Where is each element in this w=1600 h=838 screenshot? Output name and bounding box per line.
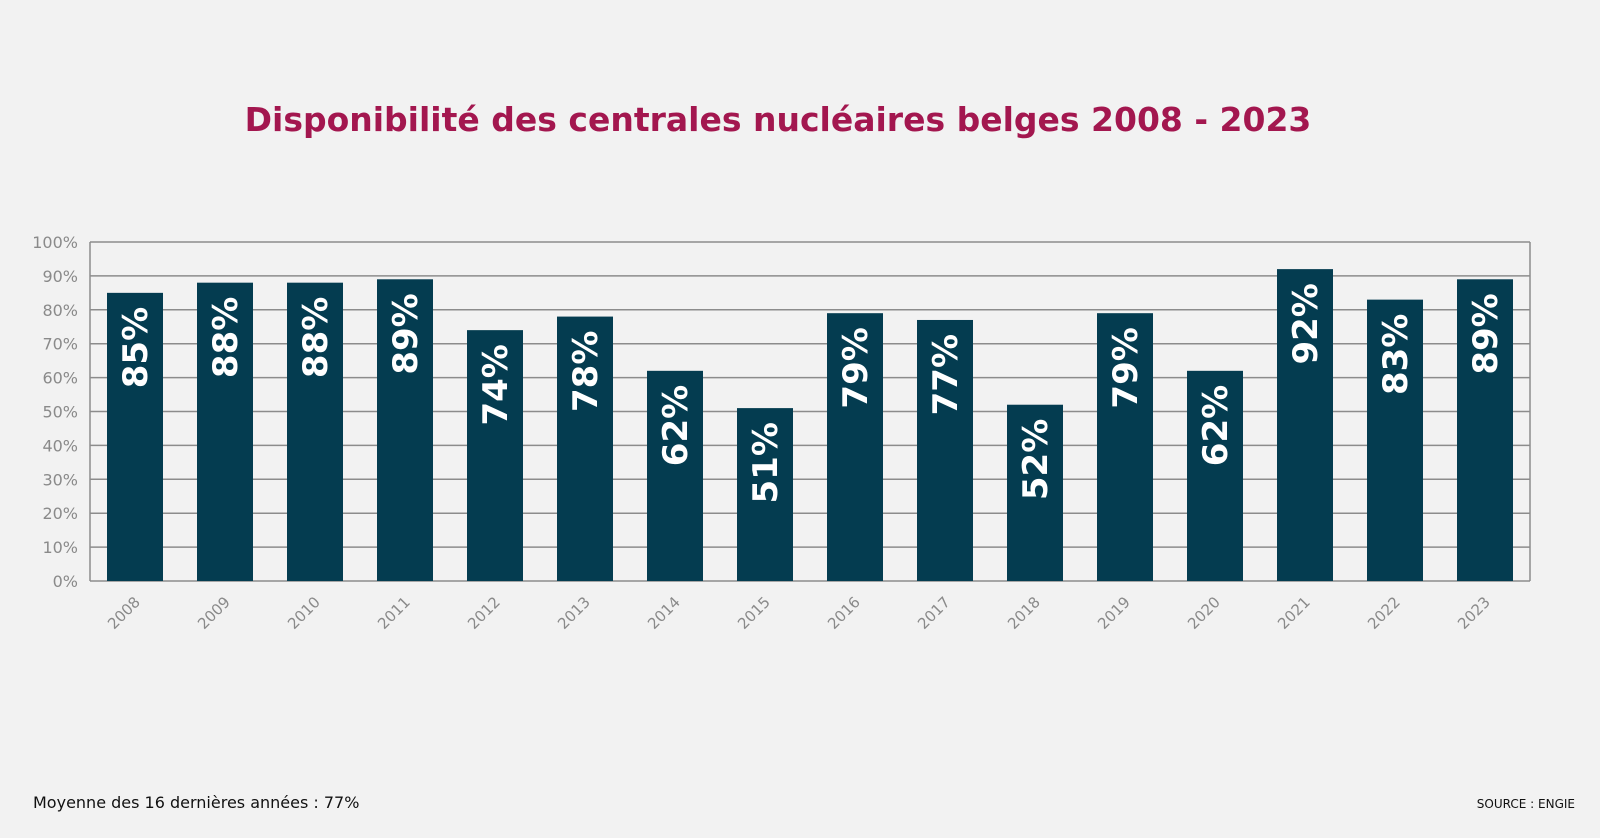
data-label: 74% bbox=[476, 344, 516, 425]
bar bbox=[1097, 313, 1153, 581]
x-tick-label: 2013 bbox=[554, 593, 594, 633]
x-tick-label: 2015 bbox=[734, 593, 774, 633]
data-label: 79% bbox=[836, 327, 876, 408]
y-tick-label: 10% bbox=[42, 538, 78, 557]
data-label: 77% bbox=[926, 334, 966, 415]
x-tick-label: 2018 bbox=[1004, 593, 1044, 633]
data-label: 52% bbox=[1016, 419, 1056, 500]
data-label: 62% bbox=[656, 385, 696, 466]
source-note: SOURCE : ENGIE bbox=[1476, 797, 1575, 811]
bar bbox=[107, 292, 163, 581]
x-tick-label: 2022 bbox=[1364, 593, 1404, 633]
y-tick-label: 100% bbox=[32, 233, 78, 252]
x-tick-label: 2023 bbox=[1454, 593, 1494, 633]
y-tick-label: 40% bbox=[42, 436, 78, 455]
x-tick-label: 2010 bbox=[284, 593, 324, 633]
chart-title: Disponibilité des centrales nucléaires b… bbox=[244, 100, 1312, 139]
y-tick-label: 90% bbox=[42, 267, 78, 286]
x-tick-label: 2021 bbox=[1274, 593, 1314, 633]
x-tick-label: 2019 bbox=[1094, 593, 1134, 633]
data-label: 89% bbox=[1466, 293, 1506, 374]
y-tick-label: 80% bbox=[42, 301, 78, 320]
x-tick-label: 2011 bbox=[374, 593, 414, 633]
x-tick-label: 2009 bbox=[194, 593, 234, 633]
y-tick-label: 20% bbox=[42, 504, 78, 523]
x-tick-label: 2020 bbox=[1184, 593, 1224, 633]
bar bbox=[827, 313, 883, 581]
y-tick-label: 0% bbox=[53, 572, 78, 591]
data-label: 62% bbox=[1196, 385, 1236, 466]
data-label: 88% bbox=[296, 297, 336, 378]
bar bbox=[917, 319, 973, 581]
data-label: 51% bbox=[746, 422, 786, 503]
data-label: 79% bbox=[1106, 327, 1146, 408]
x-tick-label: 2017 bbox=[914, 593, 954, 633]
average-note: Moyenne des 16 dernières années : 77% bbox=[33, 793, 360, 812]
bar bbox=[1187, 370, 1243, 581]
x-tick-label: 2008 bbox=[104, 593, 144, 633]
bar bbox=[467, 330, 523, 581]
bar bbox=[1007, 404, 1063, 581]
data-label: 92% bbox=[1286, 283, 1326, 364]
bar bbox=[287, 282, 343, 581]
bar bbox=[377, 279, 433, 581]
data-label: 83% bbox=[1376, 314, 1416, 395]
y-tick-label: 70% bbox=[42, 335, 78, 354]
bar bbox=[1277, 269, 1333, 581]
bar bbox=[647, 370, 703, 581]
x-tick-label: 2012 bbox=[464, 593, 504, 633]
bar bbox=[1367, 299, 1423, 581]
data-label: 88% bbox=[206, 297, 246, 378]
x-tick-label: 2014 bbox=[644, 593, 684, 633]
data-label: 78% bbox=[566, 331, 606, 412]
bar bbox=[557, 316, 613, 581]
y-tick-label: 30% bbox=[42, 470, 78, 489]
x-tick-label: 2016 bbox=[824, 593, 864, 633]
bar bbox=[1457, 279, 1513, 581]
data-label: 85% bbox=[116, 307, 156, 388]
bar bbox=[197, 282, 253, 581]
y-tick-label: 60% bbox=[42, 369, 78, 388]
y-tick-label: 50% bbox=[42, 403, 78, 422]
bar bbox=[737, 408, 793, 581]
data-label: 89% bbox=[386, 293, 426, 374]
